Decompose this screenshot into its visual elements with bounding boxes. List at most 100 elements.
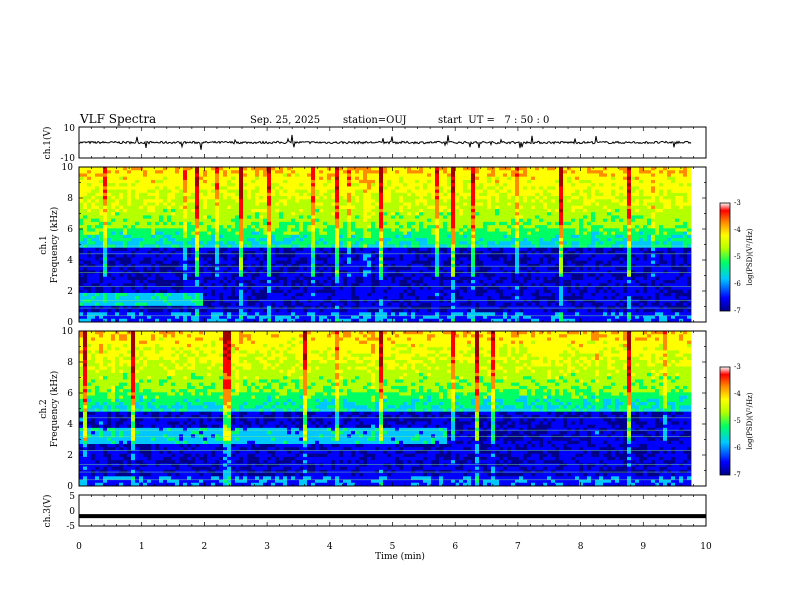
spectrogram-cell [227,231,232,236]
spectrogram-cell [287,202,292,207]
spectrogram-cell [679,228,684,232]
spectrogram-cell [599,241,604,245]
spectrogram-cell [651,234,656,239]
spectrogram-cell [603,167,608,171]
spectrogram-cell [439,231,444,236]
spectrogram-cell [415,199,420,203]
spectrogram-cell [443,221,448,226]
spectrogram-cell [307,231,312,236]
spectrogram-cell [395,221,400,226]
spectrogram-cell [523,208,528,213]
spectrogram-cell [259,238,264,242]
spectrogram-cell [603,257,608,262]
spectrogram-cell [159,247,164,252]
spectrogram-cell [183,225,188,229]
spectrogram-cell [563,202,568,207]
spectrogram-cell [167,234,172,239]
spectrogram-cell [243,215,248,220]
spectrogram-cell [539,199,544,203]
spectrogram-cell [331,199,336,203]
spectrogram-cell [595,202,600,207]
spectrogram-cell [195,196,200,200]
spectrogram-cell [115,241,120,245]
spectrogram-cell [211,192,216,197]
spectrogram-cell [555,260,560,265]
spectrogram-cell [295,225,300,229]
spectrogram-cell [519,199,524,203]
spectrogram-cell [647,254,652,258]
spectrogram-cell [243,241,248,245]
spectrogram-cell [475,241,480,245]
spectrogram-cell [79,228,84,232]
spectrogram-cell [527,189,532,194]
spectrogram-cell [495,167,500,171]
spectrogram-cell [435,173,440,178]
spectrogram-cell [163,234,168,239]
spectrogram-cell [679,170,684,174]
spectrogram-cell [335,257,340,262]
spectrogram-cell [407,208,412,213]
spectrogram-cell [207,183,212,187]
spectrogram-cell [279,167,284,171]
spectrogram-cell [239,215,244,220]
spectrogram-cell [411,205,416,210]
spectrogram-cell [619,176,624,181]
spectrogram-cell [95,215,100,220]
spectrogram-cell [367,257,372,262]
spectrogram-cell [531,179,536,184]
spectrogram-cell [339,189,344,194]
spectrogram-cell [383,199,388,203]
spectrogram-cell [359,267,364,271]
spectrogram-cell [211,215,216,220]
spectrogram-cell [111,212,116,216]
spectrogram-cell [395,218,400,223]
spectrogram-cell [643,179,648,184]
spectrogram-cell [643,254,648,258]
spectrogram-cell [415,218,420,223]
spectrogram-cell [619,257,624,262]
spectrogram-cell [131,202,136,207]
spectrogram-cell [615,183,620,187]
spectrogram-cell [347,254,352,258]
spectrogram-cell [523,183,528,187]
spectrogram-cell [331,225,336,229]
spectrogram-cell [547,247,552,252]
spectrogram-cell [635,176,640,181]
spectrogram-cell [275,215,280,220]
spectrogram-cell [671,247,676,252]
spectrogram-cell [119,247,124,252]
spectrogram-cell [479,221,484,226]
spectrogram-cell [295,199,300,203]
spectrogram-cell [387,173,392,178]
spectrogram-cell [415,247,420,252]
spectrogram-cell [263,238,268,242]
spectrogram-cell [595,212,600,216]
spectrogram-cell [567,241,572,245]
spectrogram-cell [267,231,272,236]
spectrogram-cell [327,221,332,226]
spectrogram-cell [515,202,520,207]
spectrogram-cell [291,247,296,252]
spectrogram-cell [355,215,360,220]
spectrogram-cell [231,176,236,181]
spectrogram-cell [251,205,256,210]
spectrogram-cell [475,218,480,223]
spectrogram-cell [311,173,316,178]
spectrogram-cell [271,192,276,197]
spectrogram-cell [323,238,328,242]
spectrogram-cell [187,183,192,187]
spectrogram-cell [131,186,136,191]
spectrogram-cell [583,263,588,268]
spectrogram-cell [543,208,548,213]
spectrogram-cell [651,215,656,220]
spectrogram-cell [151,215,156,220]
spectrogram-cell [595,208,600,213]
spectrogram-cell [99,173,104,178]
spectrogram-cell [275,167,280,171]
spectrogram-cell [131,257,136,262]
spectrogram-cell [567,250,572,255]
spectrogram-cell [267,238,272,242]
spectrogram-cell [407,215,412,220]
spectrogram-cell [219,225,224,229]
spectrogram-cell [635,170,640,174]
